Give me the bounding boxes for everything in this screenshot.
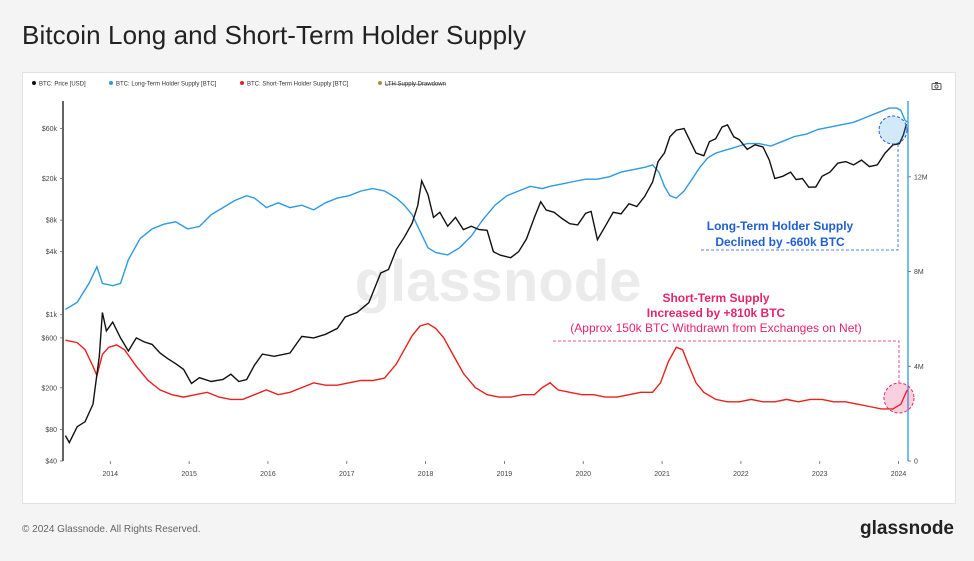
lth-annotation-line2: Declined by -660k BTC	[715, 235, 845, 249]
lth-annotation-connector	[701, 144, 899, 251]
series-line-sth-supply	[65, 322, 908, 410]
left-axis-tick-label: $200	[41, 385, 57, 392]
right-axis-tick-label: 12M	[914, 174, 928, 181]
x-axis-tick-label: 2018	[418, 471, 434, 478]
sth-annotation-line2: Increased by +810k BTC	[647, 306, 786, 320]
x-axis-tick-label: 2023	[812, 471, 828, 478]
left-axis-tick-label: $60k	[42, 126, 58, 133]
legend-swatch-price	[32, 81, 36, 85]
x-axis-tick-label: 2024	[891, 471, 907, 478]
legend-label-price[interactable]: BTC: Price [USD]	[39, 82, 86, 88]
sth-annotation-connector	[553, 340, 900, 383]
chart-card: BTC: Price [USD] BTC: Long-Term Holder S…	[22, 72, 956, 504]
legend-label-drawdown[interactable]: LTH Supply Drawdown	[385, 82, 446, 88]
x-axis-tick-label: 2019	[497, 471, 513, 478]
left-axis-tick-label: $20k	[42, 176, 58, 183]
chart-legend: BTC: Price [USD] BTC: Long-Term Holder S…	[32, 81, 446, 88]
footer-logo: glassnode	[860, 518, 954, 539]
sth-annotation-line3: (Approx 150k BTC Withdrawn from Exchange…	[570, 321, 861, 335]
x-axis-tick-label: 2020	[575, 471, 591, 478]
series-line-lth-supply	[65, 107, 908, 310]
left-axis-ticks: $40 $80 $200 $600 $1k $4k $8k $20k $60k	[41, 126, 63, 466]
lth-highlight-circle	[878, 115, 908, 145]
footer-copyright: © 2024 Glassnode. All Rights Reserved.	[22, 524, 201, 535]
x-axis-tick-label: 2015	[181, 471, 197, 478]
legend-label-lth[interactable]: BTC: Long-Term Holder Supply [BTC]	[116, 82, 217, 88]
right-axis-tick-label: 0	[914, 459, 918, 466]
left-axis-tick-label: $8k	[46, 218, 58, 225]
x-axis-tick-label: 2022	[733, 471, 749, 478]
x-axis-ticks: 2014 2015 2016 2017 2018 2019 2020 2021 2022 2023…	[103, 461, 907, 478]
left-axis-tick-label: $4k	[46, 249, 58, 256]
right-axis-ticks: 0 4M 8M 12M	[908, 174, 928, 466]
chart: BTC: Price [USD] BTC: Long-Term Holder S…	[32, 81, 942, 478]
legend-swatch-sth	[240, 81, 244, 85]
legend-label-sth[interactable]: BTC: Short-Term Holder Supply [BTC]	[247, 82, 349, 88]
x-axis-tick-label: 2017	[339, 471, 355, 478]
x-axis-tick-label: 2016	[260, 471, 276, 478]
right-axis-tick-label: 4M	[914, 364, 924, 371]
left-axis-tick-label: $600	[41, 335, 57, 342]
camera-icon[interactable]	[931, 82, 942, 90]
x-axis-tick-label: 2021	[654, 471, 670, 478]
left-axis-tick-label: $40	[45, 459, 57, 466]
watermark: glassnode	[355, 249, 642, 314]
page-title: Bitcoin Long and Short-Term Holder Suppl…	[22, 20, 527, 50]
lth-annotation-line1: Long-Term Holder Supply	[707, 219, 854, 233]
left-axis-tick-label: $1k	[46, 312, 58, 319]
series-line-btc-price	[64, 124, 908, 445]
x-axis-tick-label: 2014	[103, 471, 119, 478]
sth-highlight-circle	[883, 382, 915, 414]
sth-annotation-line1: Short-Term Supply	[662, 291, 769, 305]
legend-swatch-drawdown	[378, 81, 382, 85]
legend-swatch-lth	[109, 81, 113, 85]
right-axis-tick-label: 8M	[914, 269, 924, 276]
left-axis-tick-label: $80	[45, 427, 57, 434]
